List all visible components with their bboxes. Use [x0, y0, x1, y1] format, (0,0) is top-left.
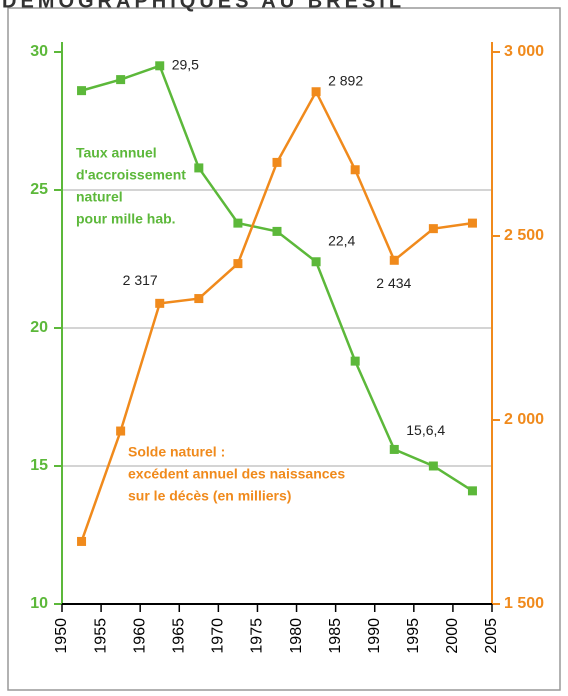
point — [350, 165, 360, 175]
data-label: 2 317 — [123, 272, 158, 288]
point — [389, 255, 399, 265]
x-tick-label: 1965 — [170, 618, 187, 654]
point — [272, 226, 282, 236]
x-tick-label: 1980 — [288, 618, 305, 654]
annotation: naturel — [76, 189, 123, 205]
x-tick-label: 2005 — [483, 618, 500, 654]
point — [77, 536, 87, 546]
point — [155, 61, 165, 71]
point — [389, 444, 399, 454]
chart-title: DÉMOGRAPHIQUES AU BRÉSIL — [2, 0, 405, 12]
point — [467, 486, 477, 496]
point — [311, 257, 321, 267]
data-label: 22,4 — [328, 232, 355, 248]
y2-tick-label: 1 500 — [504, 595, 544, 612]
point — [233, 259, 243, 269]
annotation: Solde naturel : — [128, 444, 225, 460]
x-tick-label: 1995 — [405, 618, 422, 654]
data-label: 29,5 — [172, 57, 199, 73]
point — [77, 86, 87, 96]
point — [194, 294, 204, 304]
y-tick-label: 30 — [30, 43, 48, 60]
x-tick-label: 1990 — [366, 618, 383, 654]
data-label: 2 892 — [328, 72, 363, 88]
annotation: excédent annuel des naissances — [128, 466, 345, 482]
point — [233, 218, 243, 228]
x-tick-label: 1985 — [327, 618, 344, 654]
point — [428, 224, 438, 234]
y-tick-label: 20 — [30, 319, 48, 336]
y2-tick-label: 2 000 — [504, 411, 544, 428]
point — [428, 461, 438, 471]
point — [116, 426, 126, 436]
point — [350, 356, 360, 366]
x-tick-label: 1975 — [249, 618, 266, 654]
y-tick-label: 10 — [30, 595, 48, 612]
y-tick-label: 15 — [30, 457, 48, 474]
point — [311, 87, 321, 97]
frame — [7, 7, 561, 691]
point — [155, 298, 165, 308]
y2-tick-label: 3 000 — [504, 43, 544, 60]
annotation: d'accroissement — [76, 167, 186, 183]
x-tick-label: 1970 — [210, 618, 227, 654]
x-tick-label: 2000 — [444, 618, 461, 654]
data-label: 2 434 — [376, 275, 411, 291]
y2-tick-label: 2 500 — [504, 227, 544, 244]
x-tick-label: 1960 — [131, 618, 148, 654]
y-tick-label: 25 — [30, 181, 48, 198]
point — [194, 163, 204, 173]
annotation: sur le décès (en milliers) — [128, 488, 291, 504]
x-tick-label: 1950 — [53, 618, 70, 654]
data-label: 15,6,4 — [406, 422, 445, 438]
annotation: Taux annuel — [76, 145, 157, 161]
point — [272, 157, 282, 167]
annotation: pour mille hab. — [76, 211, 176, 227]
point — [116, 75, 126, 85]
x-tick-label: 1955 — [92, 618, 109, 654]
point — [467, 218, 477, 228]
